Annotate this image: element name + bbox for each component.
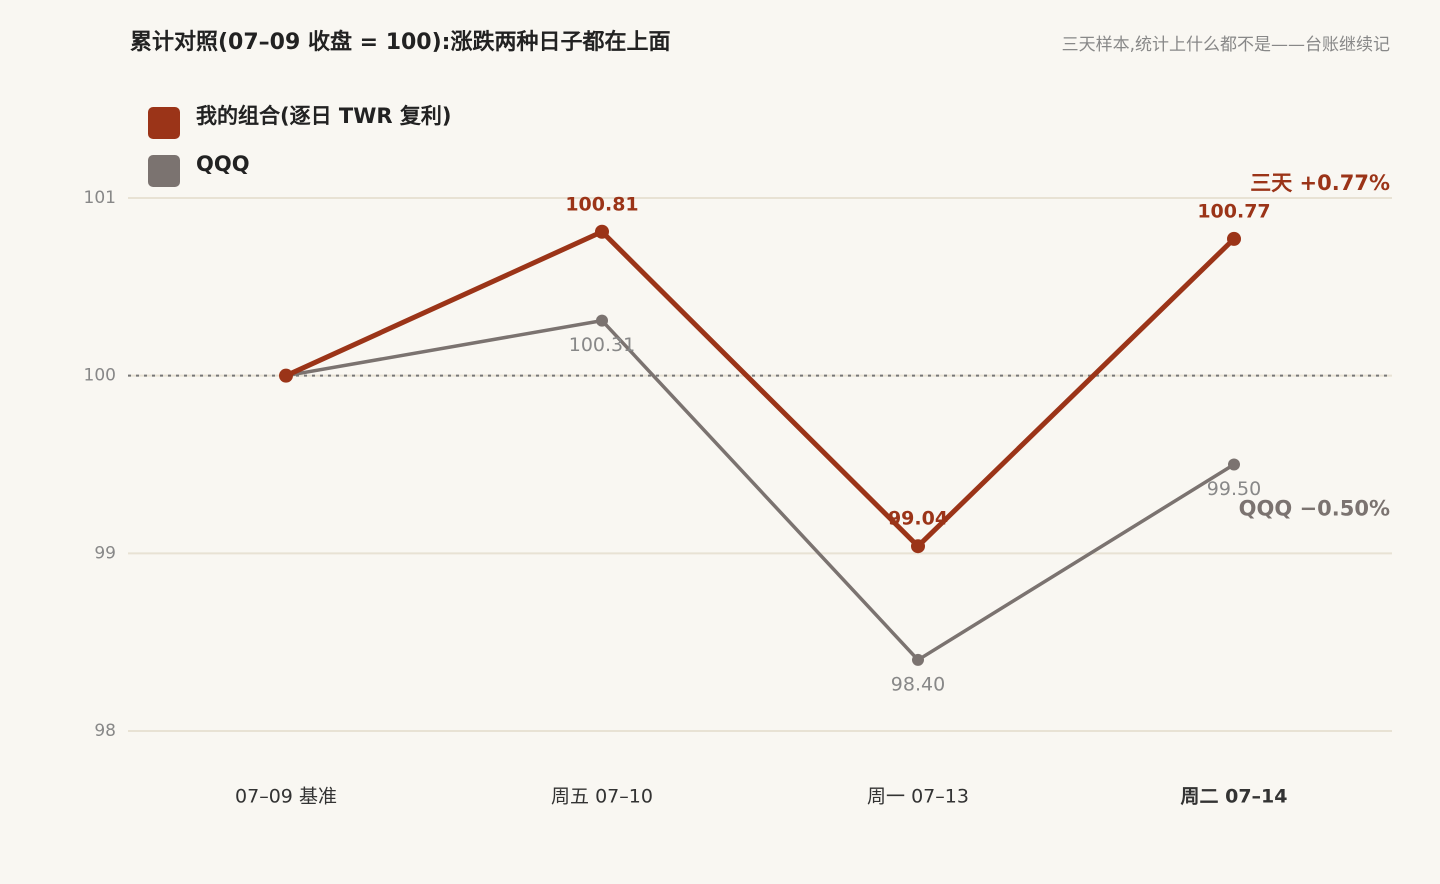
x-tick-label: 周二 07–14 — [1181, 786, 1288, 808]
legend-swatch — [148, 107, 180, 139]
data-point — [279, 368, 293, 383]
series-line — [285, 318, 1235, 662]
data-point — [595, 224, 609, 239]
x-tick-label: 周五 07–10 — [551, 786, 653, 808]
x-tick-label: 07–09 基准 — [235, 786, 337, 808]
chart-subtitle: 三天样本,统计上什么都不是——台账继续记 — [1062, 35, 1390, 55]
data-point — [912, 653, 924, 666]
end-label: 三天 +0.77% — [1250, 171, 1390, 195]
data-label: 100.31 — [569, 334, 635, 356]
legend-label: 我的组合(逐日 TWR 复利) — [196, 104, 451, 128]
series-line — [284, 229, 1236, 549]
chart-title: 累计对照(07–09 收盘 = 100):涨跌两种日子都在上面 — [130, 29, 670, 55]
data-label: 99.04 — [888, 508, 948, 530]
y-tick-label: 101 — [84, 188, 116, 208]
data-point — [911, 539, 925, 554]
data-label: 100.77 — [1197, 200, 1270, 222]
legend-swatch — [148, 155, 180, 187]
x-tick-label: 周一 07–13 — [867, 786, 969, 808]
y-tick-label: 99 — [94, 543, 116, 563]
data-label: 99.50 — [1207, 478, 1261, 500]
data-label: 98.40 — [891, 673, 945, 695]
y-tick-label: 100 — [84, 366, 116, 386]
data-label: 100.81 — [565, 193, 638, 215]
legend-label: QQQ — [196, 152, 250, 176]
data-point — [596, 314, 608, 327]
end-label: QQQ −0.50% — [1239, 497, 1390, 521]
data-point — [1228, 458, 1240, 471]
data-point — [1227, 231, 1241, 246]
y-tick-label: 98 — [94, 721, 116, 741]
